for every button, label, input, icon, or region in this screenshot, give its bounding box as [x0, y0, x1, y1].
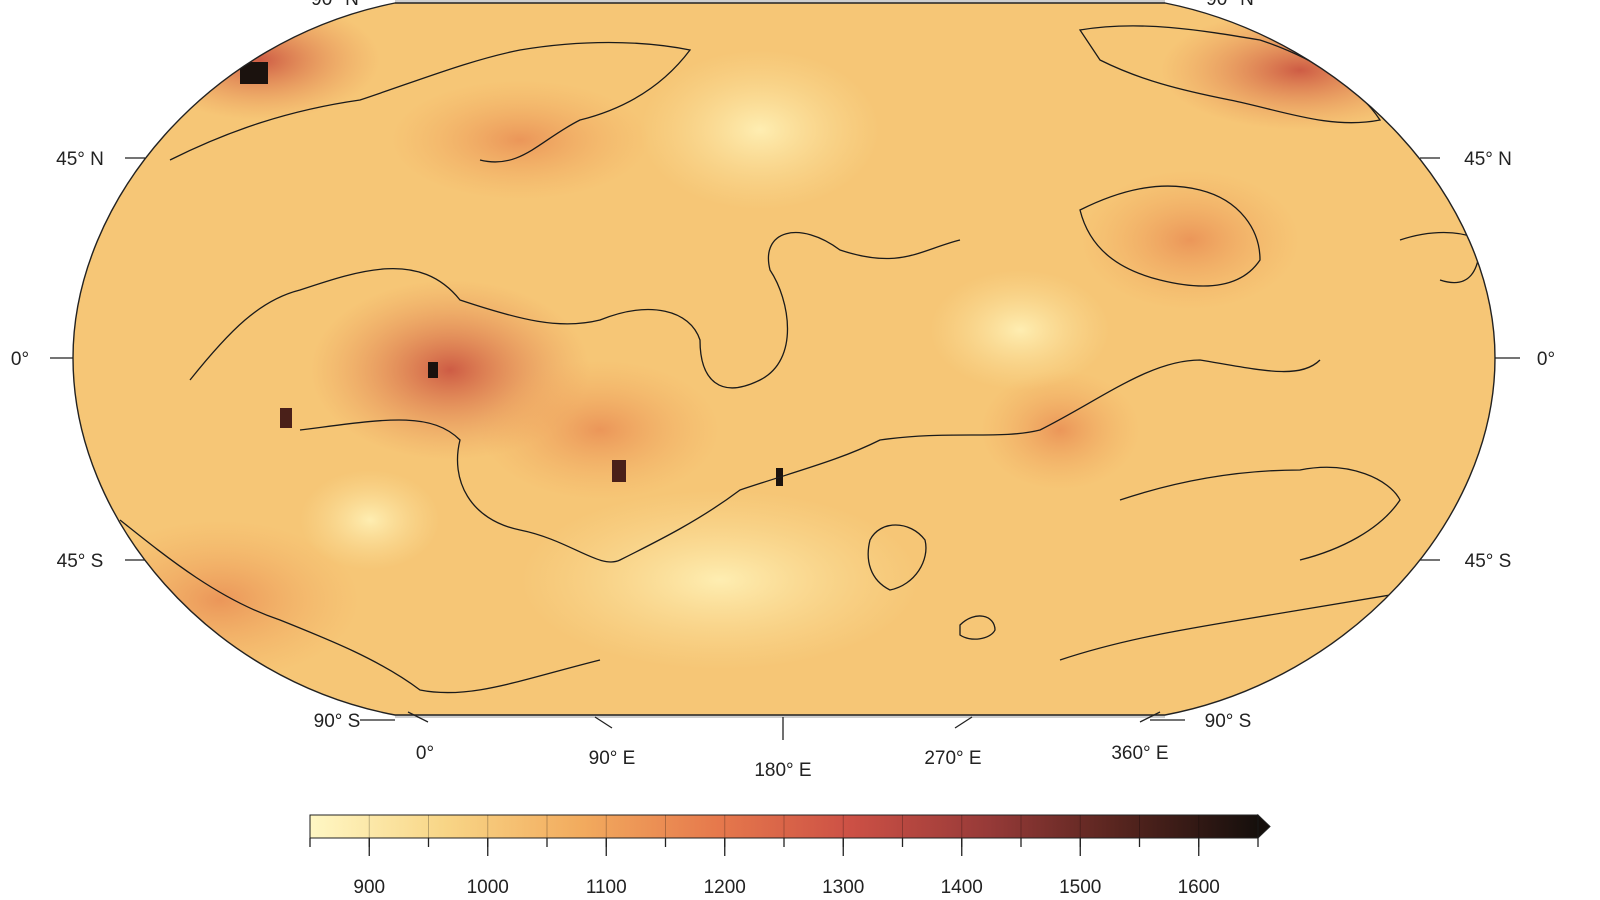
longitude-label: 270° E	[924, 748, 981, 769]
map-anomaly	[1080, 170, 1300, 310]
latitude-label: 90° S	[1205, 711, 1252, 732]
latitude-label: 0°	[1537, 349, 1555, 370]
contour-line	[959, 615, 996, 640]
colorbar-tick-label: 1100	[586, 877, 627, 898]
colorbar-extension	[1257, 813, 1271, 840]
colorbar-tick-label: 1200	[704, 877, 746, 898]
contour-line	[119, 519, 601, 694]
longitude-label: 90° E	[589, 748, 636, 769]
latitude-label: 45° S	[57, 551, 104, 572]
map-labels: 90° N 90° N 45° N 45° N 0° 0° 45° S 45° S 90° S 9…	[11, 0, 1555, 781]
longitude-tick	[594, 716, 613, 729]
map-anomaly	[980, 370, 1140, 490]
contour-line	[299, 359, 1321, 563]
colorbar: 900 1000 1100 1200 1300 1400 1500 1600	[309, 813, 1271, 898]
contour-line	[1078, 25, 1382, 124]
map-anomaly	[640, 50, 880, 210]
contour-line	[1059, 589, 1421, 661]
colorbar-tick-label: 1300	[822, 877, 864, 898]
longitude-tick	[407, 711, 429, 723]
latitude-label: 45° S	[1465, 551, 1512, 572]
map-field	[73, 3, 1495, 715]
latitude-label: 45° N	[1464, 149, 1512, 170]
map-anomaly	[480, 360, 720, 500]
latitude-label: 90° S	[314, 711, 361, 732]
latitude-label: 90° N	[1206, 0, 1254, 10]
longitude-tick	[954, 716, 973, 729]
longitude-label: 0°	[416, 743, 434, 764]
latitude-label: 45° N	[56, 149, 104, 170]
contour-line	[1119, 466, 1401, 561]
longitude-label: 360° E	[1111, 743, 1168, 764]
contour-line	[867, 524, 927, 591]
longitude-label: 180° E	[754, 760, 811, 781]
colorbar-tick-label: 1600	[1178, 877, 1220, 898]
map-anomaly	[1160, 10, 1440, 130]
map-hotspot	[280, 408, 292, 428]
map-anomaly	[390, 80, 650, 200]
contour-line	[1079, 185, 1261, 287]
colorbar-tick-label: 900	[353, 877, 385, 898]
map-anomaly	[930, 270, 1110, 390]
map-anomaly	[520, 490, 920, 670]
map-hotspot	[428, 362, 438, 378]
colorbar-tick-label: 1500	[1059, 877, 1101, 898]
latitude-label: 90° N	[311, 0, 359, 10]
colorbar-tick-label: 1000	[467, 877, 509, 898]
contour-line	[189, 231, 961, 389]
latitude-label: 0°	[11, 349, 29, 370]
map-outline	[72, 2, 1496, 716]
colorbar-tick-label: 1400	[941, 877, 983, 898]
map-hotspot	[240, 62, 268, 84]
contour-line	[169, 41, 692, 163]
map-anomaly	[300, 470, 440, 570]
longitude-tick	[1139, 711, 1161, 723]
map-hotspot	[612, 460, 626, 482]
